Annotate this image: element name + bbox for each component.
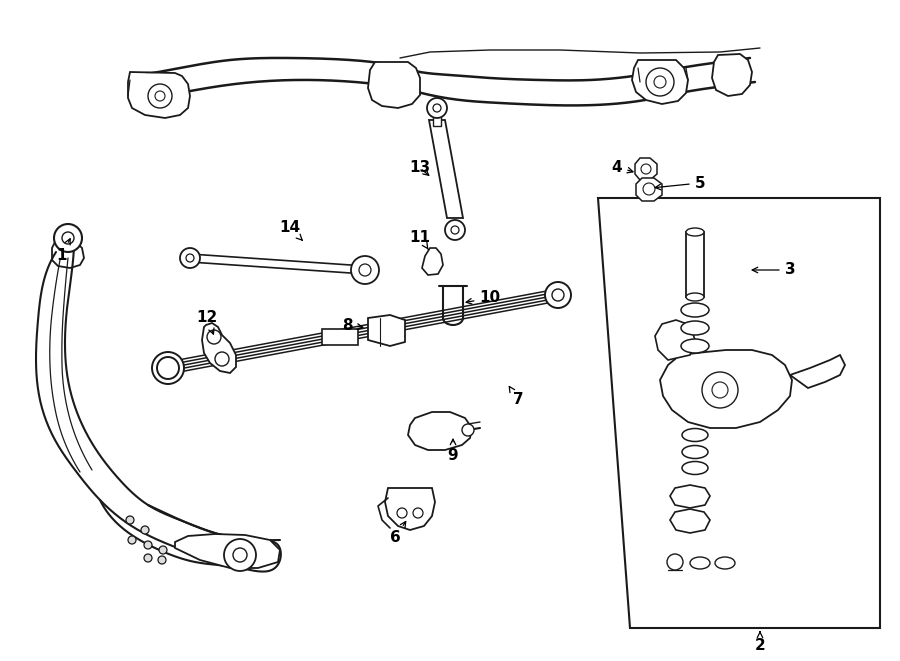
Circle shape bbox=[552, 289, 564, 301]
Circle shape bbox=[359, 264, 371, 276]
Polygon shape bbox=[385, 488, 435, 530]
Text: 6: 6 bbox=[390, 522, 406, 545]
Text: 14: 14 bbox=[279, 221, 302, 241]
Circle shape bbox=[128, 536, 136, 544]
Polygon shape bbox=[175, 534, 280, 568]
Polygon shape bbox=[52, 240, 84, 268]
Ellipse shape bbox=[681, 303, 709, 317]
Ellipse shape bbox=[681, 339, 709, 353]
Circle shape bbox=[545, 282, 571, 308]
Circle shape bbox=[152, 352, 184, 384]
Text: 9: 9 bbox=[447, 439, 458, 463]
Polygon shape bbox=[422, 248, 443, 275]
Polygon shape bbox=[128, 72, 190, 118]
Circle shape bbox=[144, 541, 152, 549]
Circle shape bbox=[451, 226, 459, 234]
Circle shape bbox=[54, 224, 82, 252]
Circle shape bbox=[462, 424, 474, 436]
Ellipse shape bbox=[681, 321, 709, 335]
Circle shape bbox=[433, 104, 441, 112]
Ellipse shape bbox=[686, 293, 704, 301]
Text: 8: 8 bbox=[342, 317, 363, 332]
Circle shape bbox=[646, 68, 674, 96]
Polygon shape bbox=[655, 320, 695, 360]
Circle shape bbox=[155, 91, 165, 101]
Text: 5: 5 bbox=[655, 176, 706, 190]
Polygon shape bbox=[433, 110, 441, 126]
Circle shape bbox=[207, 330, 221, 344]
Ellipse shape bbox=[686, 228, 704, 236]
Polygon shape bbox=[790, 355, 845, 388]
Circle shape bbox=[159, 546, 167, 554]
Ellipse shape bbox=[715, 557, 735, 569]
Text: 1: 1 bbox=[57, 239, 70, 262]
Text: 2: 2 bbox=[754, 632, 765, 652]
Text: 10: 10 bbox=[466, 290, 500, 305]
Circle shape bbox=[233, 548, 247, 562]
Polygon shape bbox=[670, 485, 710, 508]
Ellipse shape bbox=[682, 428, 708, 442]
Text: 11: 11 bbox=[410, 229, 430, 250]
Polygon shape bbox=[635, 158, 657, 180]
Polygon shape bbox=[686, 232, 704, 297]
Circle shape bbox=[148, 84, 172, 108]
Circle shape bbox=[180, 248, 200, 268]
Text: 12: 12 bbox=[196, 311, 218, 334]
Polygon shape bbox=[368, 315, 405, 346]
Circle shape bbox=[397, 508, 407, 518]
Circle shape bbox=[186, 254, 194, 262]
Circle shape bbox=[654, 76, 666, 88]
Polygon shape bbox=[322, 329, 358, 345]
Circle shape bbox=[126, 516, 134, 524]
Polygon shape bbox=[712, 54, 752, 96]
Text: 7: 7 bbox=[509, 387, 523, 407]
Circle shape bbox=[215, 352, 229, 366]
Ellipse shape bbox=[690, 557, 710, 569]
Polygon shape bbox=[636, 178, 662, 201]
Circle shape bbox=[144, 554, 152, 562]
Polygon shape bbox=[429, 120, 463, 218]
Ellipse shape bbox=[682, 461, 708, 475]
Circle shape bbox=[351, 256, 379, 284]
Circle shape bbox=[712, 382, 728, 398]
Polygon shape bbox=[408, 412, 472, 450]
Circle shape bbox=[702, 372, 738, 408]
Circle shape bbox=[445, 220, 465, 240]
Circle shape bbox=[161, 361, 175, 375]
Circle shape bbox=[641, 164, 651, 174]
Circle shape bbox=[224, 539, 256, 571]
Ellipse shape bbox=[157, 357, 179, 379]
Polygon shape bbox=[660, 350, 792, 428]
Polygon shape bbox=[202, 323, 236, 373]
Circle shape bbox=[667, 554, 683, 570]
Circle shape bbox=[413, 508, 423, 518]
Text: 3: 3 bbox=[752, 262, 796, 278]
Circle shape bbox=[62, 232, 74, 244]
Ellipse shape bbox=[682, 446, 708, 459]
Polygon shape bbox=[598, 198, 880, 628]
Polygon shape bbox=[632, 60, 688, 104]
Text: 4: 4 bbox=[612, 159, 633, 175]
Polygon shape bbox=[368, 62, 420, 108]
Circle shape bbox=[643, 183, 655, 195]
Circle shape bbox=[427, 98, 447, 118]
Circle shape bbox=[141, 526, 149, 534]
Circle shape bbox=[158, 556, 166, 564]
Text: 13: 13 bbox=[410, 161, 430, 176]
Polygon shape bbox=[670, 509, 710, 533]
